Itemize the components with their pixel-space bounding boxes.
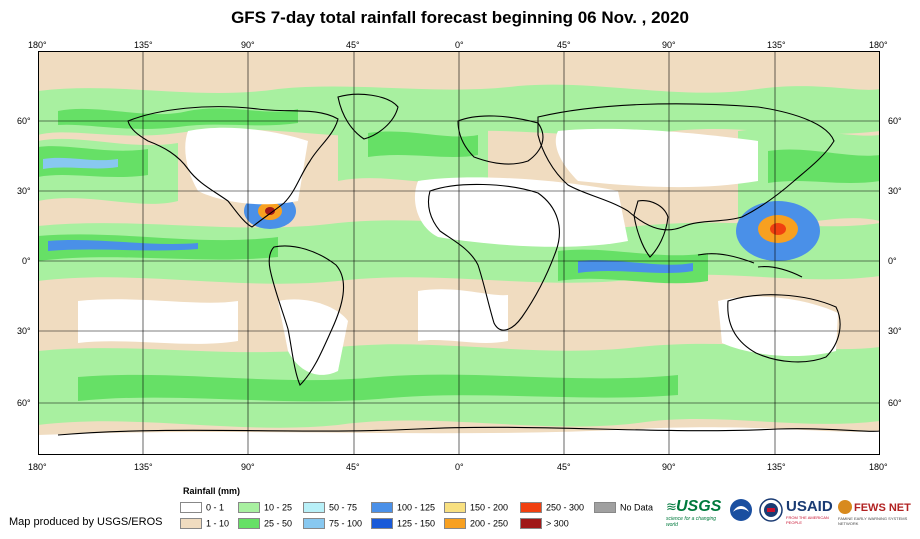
outline-greenland <box>337 93 399 140</box>
lon-label-top: 180° <box>869 40 888 50</box>
usaid-seal-icon <box>759 498 783 522</box>
legend-swatch <box>520 502 542 514</box>
lon-label-bottom: 180° <box>28 462 47 472</box>
legend-item: 125 - 150 <box>371 518 435 530</box>
credit-text: Map produced by USGS/EROS <box>9 516 163 528</box>
continent-outlines <box>57 93 880 436</box>
usaid-logo: USAID FROM THE AMERICAN PEOPLE <box>786 498 833 525</box>
lat-label-left: 60° <box>17 398 31 408</box>
usgs-wave-icon: ≋ <box>666 498 677 514</box>
lon-label-bottom: 135° <box>767 462 786 472</box>
dry-zone-sahara <box>414 177 628 247</box>
lat-label-right: 60° <box>888 116 902 126</box>
dry-zone-north-america <box>185 127 308 205</box>
legend-swatch <box>444 502 466 514</box>
lon-label-bottom: 90° <box>241 462 255 472</box>
rain-band-arctic-heavy <box>58 108 298 129</box>
legend-item: 75 - 100 <box>303 518 362 530</box>
rain-band-ne-pacific-heavy <box>768 149 880 183</box>
legend-swatch <box>371 518 393 530</box>
usgs-logo: ≋USGS science for a changing world <box>666 498 722 528</box>
legend-item: 100 - 125 <box>371 502 435 514</box>
lat-label-left: 30° <box>17 186 31 196</box>
lon-label-bottom: 90° <box>662 462 676 472</box>
lon-label-bottom: 45° <box>557 462 571 472</box>
legend-swatch <box>520 518 542 530</box>
legend-swatch <box>371 502 393 514</box>
graticule <box>38 51 880 455</box>
outline-asia <box>537 103 835 231</box>
legend-item: 10 - 25 <box>238 502 292 514</box>
rain-band-north-pacific-core <box>43 157 118 169</box>
legend-item: 150 - 200 <box>444 502 508 514</box>
lon-label-top: 45° <box>346 40 360 50</box>
legend-title: Rainfall (mm) <box>183 486 241 496</box>
legend-swatch <box>180 518 202 530</box>
outline-india <box>633 200 669 258</box>
lat-label-right: 30° <box>888 186 902 196</box>
legend-item: No Data <box>594 502 653 514</box>
dry-zone-south-america <box>278 299 348 375</box>
lon-label-top: 90° <box>662 40 676 50</box>
outline-africa <box>427 183 560 331</box>
legend-item: 50 - 75 <box>303 502 357 514</box>
usaid-seal-logo <box>759 498 785 530</box>
legend-swatch <box>444 518 466 530</box>
legend-item: 1 - 10 <box>180 518 229 530</box>
map-title: GFS 7-day total rainfall forecast beginn… <box>231 8 689 27</box>
dry-zone-australia <box>718 296 838 357</box>
lat-label-left: 60° <box>17 116 31 126</box>
legend-swatch <box>303 518 325 530</box>
dry-zone-south-atlantic <box>418 289 508 343</box>
fews-logo: FEWS NET FAMINE EARLY WARNING SYSTEMS NE… <box>838 498 916 530</box>
noaa-logo <box>729 498 755 530</box>
lon-label-bottom: 135° <box>134 462 153 472</box>
legend-item: 25 - 50 <box>238 518 292 530</box>
legend-swatch <box>180 502 202 514</box>
rainfall-map <box>38 51 880 455</box>
outline-south-america <box>268 245 344 386</box>
rain-band-indian-ocean-core <box>578 260 693 273</box>
rain-cell-caribbean-peak <box>265 207 275 215</box>
map-frame <box>38 51 880 455</box>
lat-label-right: 0° <box>888 256 897 266</box>
lon-label-top: 135° <box>767 40 786 50</box>
rain-cell-west-pacific-peak <box>770 223 786 235</box>
legend-item: 200 - 250 <box>444 518 508 530</box>
legend-item: 0 - 1 <box>180 502 224 514</box>
noaa-emblem-icon <box>730 499 752 521</box>
outline-antarctica <box>57 426 880 436</box>
legend-swatch <box>594 502 616 514</box>
outline-indonesia <box>697 253 803 278</box>
outline-australia <box>727 294 841 363</box>
outline-north-america <box>127 106 339 228</box>
dry-zone-south-pacific <box>78 299 238 344</box>
lon-label-bottom: 45° <box>346 462 360 472</box>
legend-swatch <box>238 518 260 530</box>
rain-band-itcz-core <box>48 240 198 251</box>
legend-swatch <box>303 502 325 514</box>
lon-label-bottom: 0° <box>455 462 464 472</box>
legend-item: > 300 <box>520 518 569 530</box>
lat-label-left: 30° <box>17 326 31 336</box>
rain-band-southern-ocean-heavy <box>78 374 678 402</box>
lon-label-top: 90° <box>241 40 255 50</box>
lat-label-right: 60° <box>888 398 902 408</box>
outline-europe <box>457 115 544 165</box>
lon-label-top: 180° <box>28 40 47 50</box>
fews-globe-icon <box>838 499 852 514</box>
lon-label-top: 45° <box>557 40 571 50</box>
lat-label-left: 0° <box>22 256 31 266</box>
rain-band-north-atlantic-heavy <box>368 131 478 157</box>
lat-label-right: 30° <box>888 326 902 336</box>
lon-label-top: 135° <box>134 40 153 50</box>
legend-item: 250 - 300 <box>520 502 584 514</box>
lon-label-top: 0° <box>455 40 464 50</box>
legend-swatch <box>238 502 260 514</box>
dry-zone-arabia-asia <box>555 128 758 188</box>
lon-label-bottom: 180° <box>869 462 888 472</box>
